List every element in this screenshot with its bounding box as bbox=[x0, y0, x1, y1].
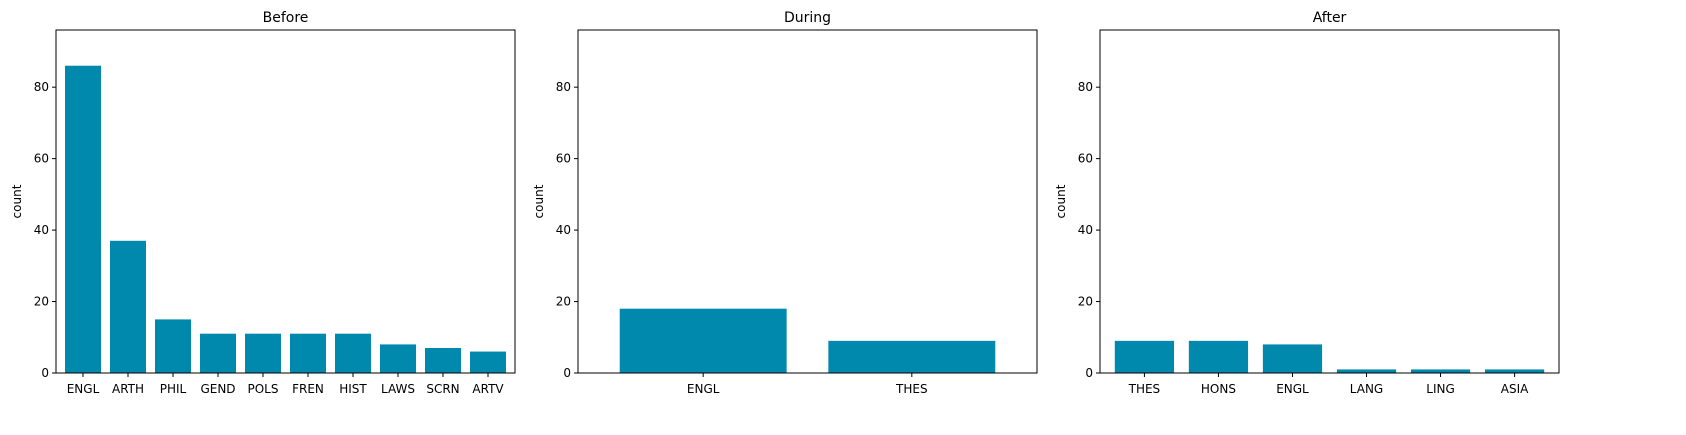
y-tick-label: 80 bbox=[556, 80, 571, 94]
bar-arth bbox=[110, 240, 146, 373]
bar-scrn bbox=[425, 347, 461, 373]
x-tick-label-engl: ENGL bbox=[67, 382, 100, 396]
bar-phil bbox=[155, 319, 191, 373]
y-tick-label: 60 bbox=[1078, 152, 1093, 166]
x-tick-label-artv: ARTV bbox=[472, 382, 504, 396]
y-tick-label: 40 bbox=[1078, 223, 1093, 237]
bar-pols bbox=[245, 333, 281, 373]
y-tick-label: 0 bbox=[563, 366, 571, 380]
bar-lang bbox=[1336, 369, 1397, 373]
axes-frame bbox=[577, 29, 1038, 374]
bar-thes bbox=[1114, 340, 1175, 373]
bar-engl bbox=[619, 308, 787, 373]
bar-hons bbox=[1188, 340, 1249, 373]
axes-frame bbox=[55, 29, 516, 374]
bar-engl bbox=[1262, 344, 1323, 373]
x-tick-label-engl: ENGL bbox=[687, 382, 720, 396]
x-tick-label-pols: POLS bbox=[248, 382, 279, 396]
x-tick-label-engl: ENGL bbox=[1276, 382, 1309, 396]
y-tick-label: 40 bbox=[556, 223, 571, 237]
y-tick-label: 20 bbox=[34, 295, 49, 309]
y-tick-label: 20 bbox=[1078, 295, 1093, 309]
x-tick-label-scrn: SCRN bbox=[426, 382, 459, 396]
bar-fren bbox=[290, 333, 326, 373]
y-tick-label: 0 bbox=[1085, 366, 1093, 380]
x-tick-label-arth: ARTH bbox=[112, 382, 144, 396]
y-tick-label: 60 bbox=[34, 152, 49, 166]
y-tick-label: 80 bbox=[1078, 80, 1093, 94]
x-tick-label-fren: FREN bbox=[292, 382, 324, 396]
y-tick-label: 80 bbox=[34, 80, 49, 94]
x-tick-label-ling: LING bbox=[1426, 382, 1455, 396]
bar-engl bbox=[65, 65, 101, 373]
y-tick-label: 0 bbox=[41, 366, 49, 380]
y-axis-label: count bbox=[1054, 184, 1068, 218]
y-axis-label: count bbox=[10, 184, 24, 218]
chart-title: During bbox=[784, 10, 831, 26]
bar-asia bbox=[1484, 369, 1545, 373]
x-tick-label-laws: LAWS bbox=[381, 382, 415, 396]
chart-title: After bbox=[1313, 10, 1347, 26]
y-axis-label: count bbox=[532, 184, 546, 218]
x-tick-label-hons: HONS bbox=[1201, 382, 1236, 396]
bar-laws bbox=[380, 344, 416, 373]
x-tick-label-phil: PHIL bbox=[160, 382, 187, 396]
x-tick-label-thes: THES bbox=[1128, 382, 1161, 396]
chart-panel-during: 0 20 40 60 80 ENGL THES During count bbox=[532, 10, 1038, 396]
y-tick-label: 40 bbox=[34, 223, 49, 237]
x-tick-label-thes: THES bbox=[895, 382, 928, 396]
y-tick-label: 60 bbox=[556, 152, 571, 166]
chart-panel-before: 0 20 40 60 80 ENGL ARTH PHIL GEND POLS FREN HIST LAW… bbox=[10, 10, 516, 396]
chart-panel-after: 0 20 40 60 80 THES HONS ENGL LANG LING ASIA After co… bbox=[1054, 10, 1560, 396]
x-tick-label-asia: ASIA bbox=[1501, 382, 1529, 396]
chart-title: Before bbox=[263, 10, 309, 26]
bar-artv bbox=[470, 351, 506, 373]
x-tick-label-lang: LANG bbox=[1350, 382, 1383, 396]
x-tick-label-gend: GEND bbox=[200, 382, 235, 396]
y-tick-label: 20 bbox=[556, 295, 571, 309]
x-tick-label-hist: HIST bbox=[339, 382, 367, 396]
axes-frame bbox=[1099, 29, 1560, 374]
bar-thes bbox=[828, 340, 996, 373]
bar-hist bbox=[335, 333, 371, 373]
bar-gend bbox=[200, 333, 236, 373]
bar-ling bbox=[1410, 369, 1471, 373]
